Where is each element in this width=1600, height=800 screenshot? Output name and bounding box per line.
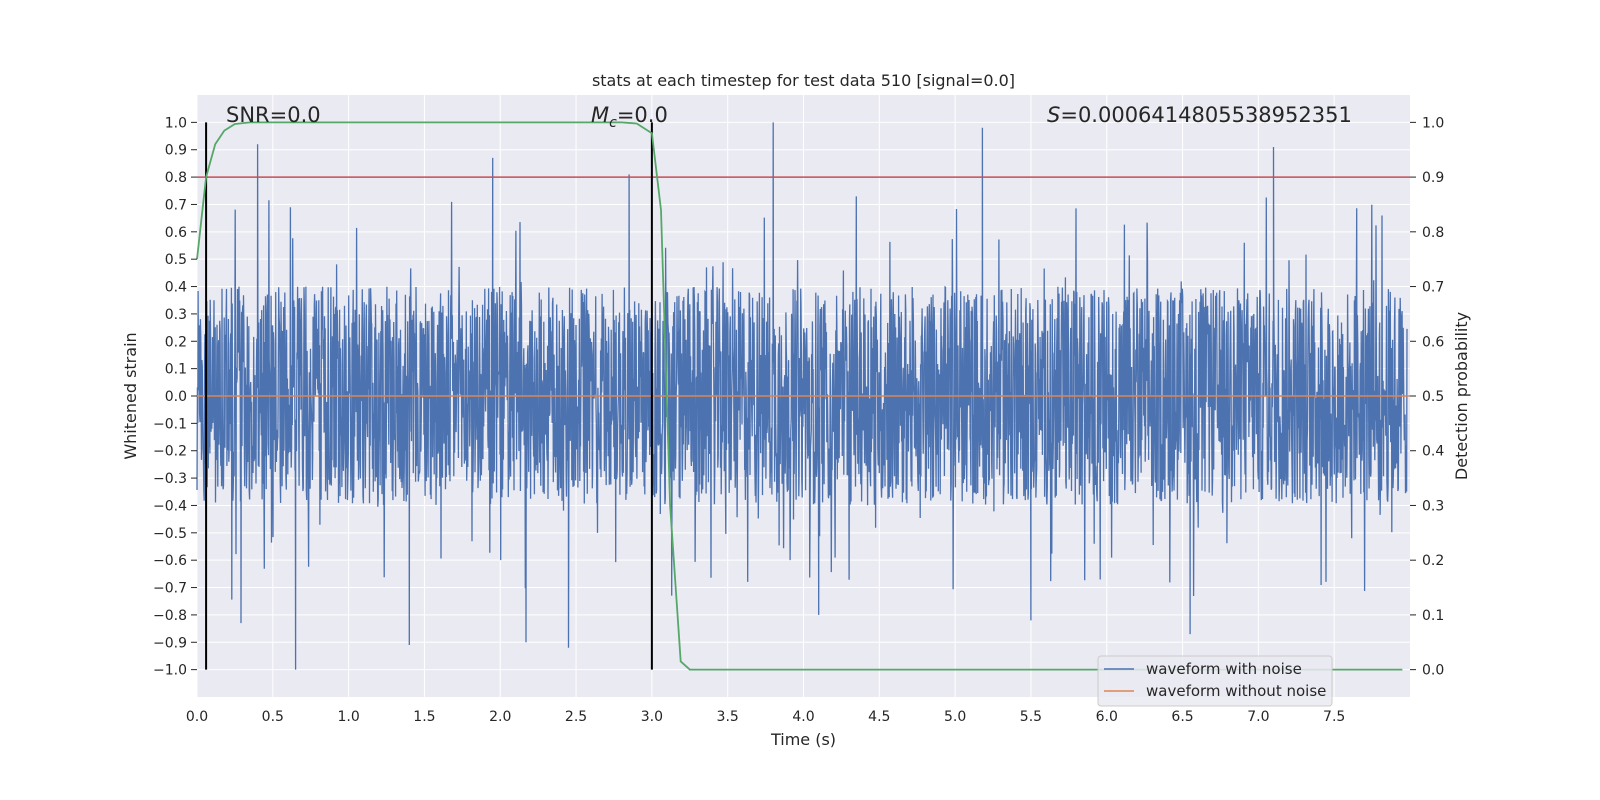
mc-symbol: M xyxy=(591,103,609,127)
x-tick-label: 4.0 xyxy=(792,709,814,725)
x-tick-label: 2.0 xyxy=(489,709,511,725)
y-left-tick-label: 0.4 xyxy=(165,280,187,296)
y-left-tick-label: 0.2 xyxy=(165,334,187,350)
snr-annotation: SNR=0.0 xyxy=(226,103,321,127)
y-left-axis-label: Whitened strain xyxy=(121,332,140,459)
y-left-tick-label: −0.7 xyxy=(153,581,187,597)
legend-label-without-noise: waveform without noise xyxy=(1146,682,1326,700)
y-right-tick-label: 0.1 xyxy=(1422,608,1444,624)
y-left-tick-label: −0.4 xyxy=(153,498,187,514)
x-tick-label: 3.5 xyxy=(717,709,739,725)
x-tick-label: 6.5 xyxy=(1171,709,1193,725)
y-left-tick-label: −0.6 xyxy=(153,553,187,569)
x-axis-ticks: 0.0 0.5 1.0 1.5 2.0 2.5 3.0 3.5 4.0 4.5 5.0 5.5 6.0 6… xyxy=(186,709,1345,725)
x-tick-label: 0.0 xyxy=(186,709,208,725)
y-left-tick-label: 0.3 xyxy=(165,307,187,323)
y-left-tick-label: 0.6 xyxy=(165,225,187,241)
x-tick-label: 1.5 xyxy=(413,709,435,725)
legend-label-with-noise: waveform with noise xyxy=(1146,660,1302,678)
y-right-axis-ticks: 1.0 0.9 0.8 0.7 0.6 0.5 0.4 0.3 0.2 0.1 0.0 xyxy=(1410,115,1444,679)
y-left-tick-label: 1.0 xyxy=(165,115,187,131)
y-left-axis-ticks: 1.0 0.9 0.8 0.7 0.6 0.5 0.4 0.3 0.2 0.1 0.0 −0.1 −0.… xyxy=(153,115,197,679)
waveform-with-noise-line xyxy=(196,122,1408,670)
detection-probability-series xyxy=(196,121,1403,671)
y-right-axis-label: Detection probability xyxy=(1452,312,1471,480)
s-symbol: S xyxy=(1047,103,1060,127)
y-right-tick-label: 0.8 xyxy=(1422,225,1444,241)
x-tick-label: 5.0 xyxy=(944,709,966,725)
chart-title: stats at each timestep for test data 510… xyxy=(592,71,1015,90)
waveform-with-noise-series xyxy=(196,122,1408,670)
x-tick-label: 7.5 xyxy=(1323,709,1345,725)
detection-probability-line xyxy=(196,121,1403,671)
y-left-tick-label: −0.3 xyxy=(153,471,187,487)
y-right-tick-label: 0.4 xyxy=(1422,444,1444,460)
y-left-tick-label: −0.5 xyxy=(153,526,187,542)
y-left-tick-label: −0.2 xyxy=(153,444,187,460)
x-tick-label: 1.0 xyxy=(337,709,359,725)
x-tick-label: 7.0 xyxy=(1247,709,1269,725)
legend-box xyxy=(1097,655,1333,707)
y-left-tick-label: 0.7 xyxy=(165,197,187,213)
x-tick-label: 6.0 xyxy=(1096,709,1118,725)
legend: waveform with noise waveform without noi… xyxy=(1097,655,1333,707)
y-left-tick-label: −1.0 xyxy=(153,663,187,679)
y-left-tick-label: −0.1 xyxy=(153,416,187,432)
y-left-tick-label: 0.8 xyxy=(165,170,187,186)
y-right-tick-label: 0.9 xyxy=(1422,170,1444,186)
y-right-tick-label: 1.0 xyxy=(1422,115,1444,131)
x-tick-label: 0.5 xyxy=(262,709,284,725)
y-right-tick-label: 0.5 xyxy=(1422,389,1444,405)
x-tick-label: 4.5 xyxy=(868,709,890,725)
y-left-tick-label: 0.9 xyxy=(165,143,187,159)
chirp-mass-annotation: Mc=0.0 xyxy=(591,103,668,131)
y-left-tick-label: 0.0 xyxy=(165,389,187,405)
s-value: =0.0006414805538952351 xyxy=(1060,103,1352,127)
y-right-tick-label: 0.7 xyxy=(1422,280,1444,296)
y-right-tick-label: 0.3 xyxy=(1422,498,1444,514)
y-left-tick-label: 0.5 xyxy=(165,252,187,268)
y-left-tick-label: −0.8 xyxy=(153,608,187,624)
x-tick-label: 2.5 xyxy=(565,709,587,725)
y-left-tick-label: 0.1 xyxy=(165,362,187,378)
y-right-tick-label: 0.0 xyxy=(1422,663,1444,679)
y-right-tick-label: 0.6 xyxy=(1422,334,1444,350)
score-annotation: S=0.0006414805538952351 xyxy=(1047,103,1352,127)
x-tick-label: 3.0 xyxy=(641,709,663,725)
x-tick-label: 5.5 xyxy=(1020,709,1042,725)
x-axis-label: Time (s) xyxy=(770,730,836,749)
mc-subscript: c xyxy=(609,115,617,131)
y-right-tick-label: 0.2 xyxy=(1422,553,1444,569)
mc-value: =0.0 xyxy=(617,103,668,127)
y-left-tick-label: −0.9 xyxy=(153,635,187,651)
vertical-markers xyxy=(205,122,653,670)
